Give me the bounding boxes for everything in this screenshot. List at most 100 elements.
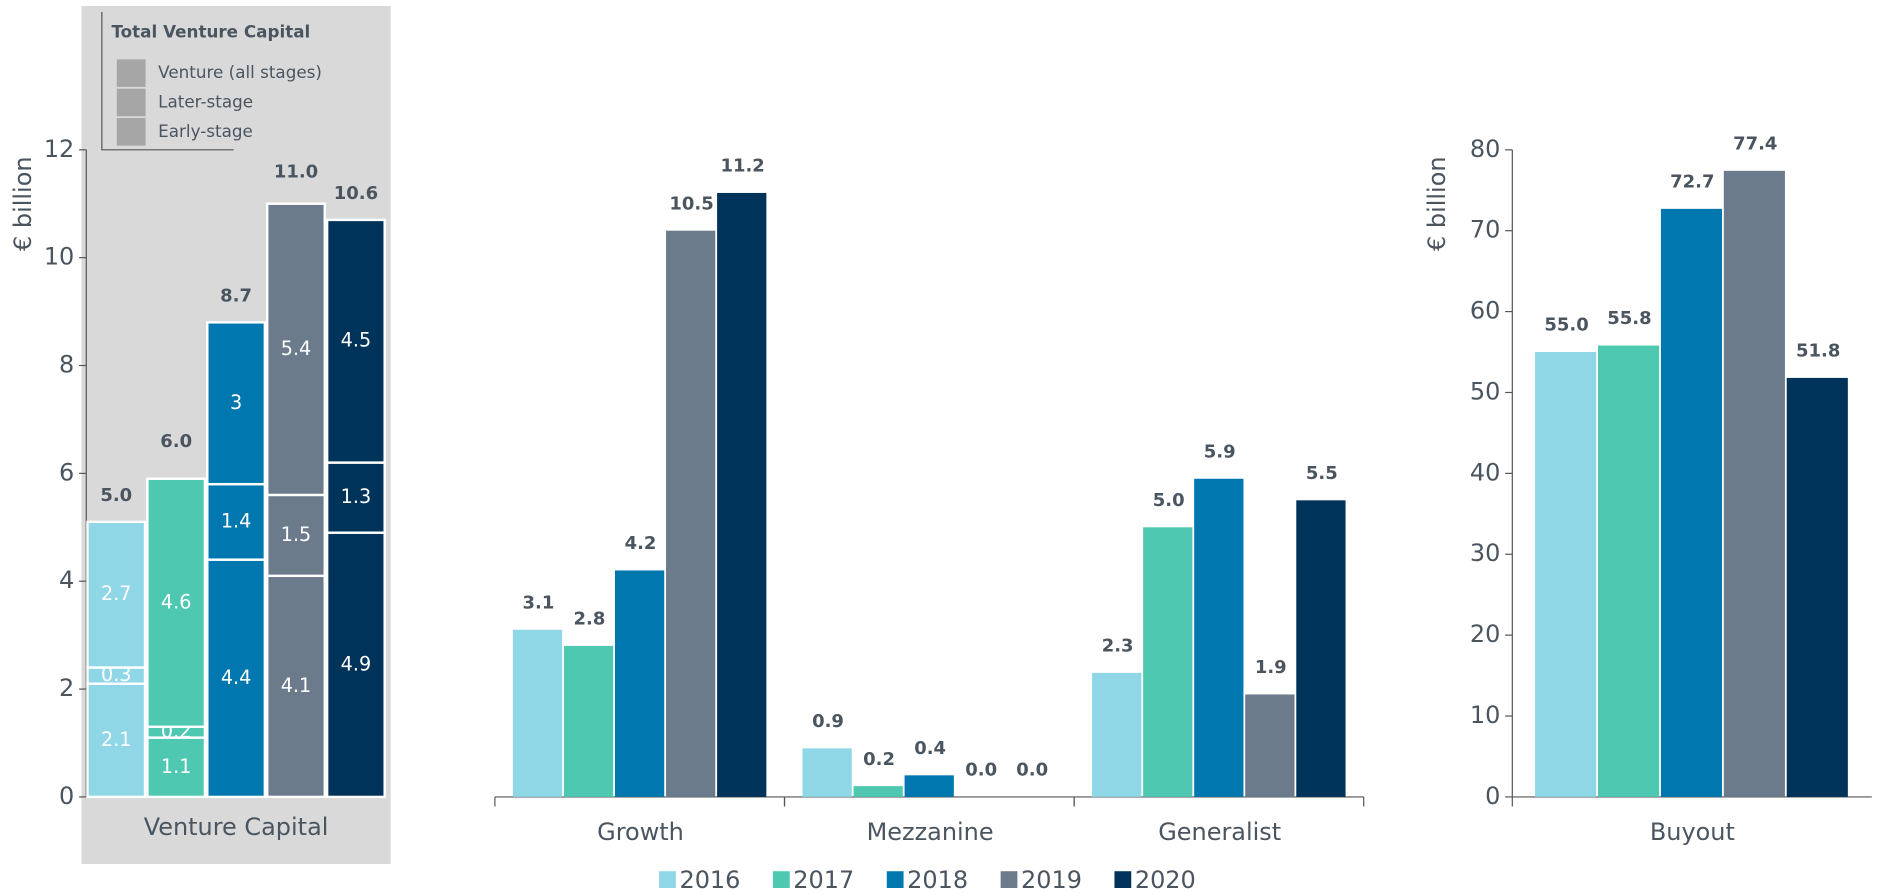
y-tick-label: 6 (59, 458, 74, 486)
value-label: 5.5 (1306, 463, 1338, 484)
legend-label: 2016 (679, 866, 740, 894)
segment-label: 1.4 (221, 509, 251, 532)
x-tick-label: Buyout (1650, 818, 1735, 846)
segment-label: 0.3 (101, 663, 131, 686)
value-label: 77.4 (1733, 133, 1777, 154)
legend-swatch (115, 87, 147, 118)
y-tick-label: 10 (1470, 701, 1500, 729)
x-tick-label: Generalist (1158, 818, 1281, 846)
value-label: 72.7 (1670, 171, 1714, 192)
segment-label: 4.9 (341, 652, 371, 675)
y-tick-label: 40 (1470, 458, 1500, 486)
bar (1660, 208, 1723, 797)
legend-label: Later-stage (158, 91, 253, 111)
y-axis-label: € billion (1423, 156, 1451, 251)
bar-segment (266, 202, 326, 497)
bar (1245, 694, 1295, 797)
segment-label: 4.4 (221, 666, 251, 689)
legend-swatch (115, 116, 147, 147)
legend-frame (101, 12, 234, 151)
bar-segment (206, 321, 267, 486)
bar-segment (266, 493, 326, 578)
bar (1597, 345, 1660, 797)
x-tick-label: Mezzanine (867, 818, 994, 846)
bar (614, 570, 665, 797)
y-tick-label: 50 (1470, 377, 1500, 405)
value-label: 1.9 (1255, 657, 1287, 678)
legend-label: 2018 (907, 866, 968, 894)
legend-swatch (1000, 871, 1018, 888)
segment-label: 1.3 (341, 485, 371, 508)
bar (1535, 352, 1597, 797)
y-tick-label: 0 (1485, 782, 1500, 810)
bar (1092, 672, 1142, 797)
bar (1786, 377, 1848, 797)
value-label: 5.0 (1153, 490, 1185, 511)
value-label: 0.0 (965, 760, 997, 781)
value-label: 3.1 (522, 592, 554, 613)
bar (1723, 170, 1785, 797)
segment-label: 2.7 (101, 582, 131, 605)
legend-label: 2020 (1135, 866, 1196, 894)
total-label: 8.7 (220, 286, 252, 307)
y-tick-label: 12 (44, 135, 74, 163)
bar-segment (206, 558, 267, 799)
y-tick-label: 60 (1470, 297, 1500, 325)
value-label: 2.3 (1102, 636, 1134, 657)
y-tick-label: 0 (59, 782, 74, 810)
legend-title: Total Venture Capital (111, 21, 310, 41)
value-label: 2.8 (574, 609, 606, 630)
y-tick-label: 4 (59, 566, 74, 594)
y-tick-label: 70 (1470, 216, 1500, 244)
bar (904, 775, 954, 797)
total-label: 10.6 (334, 183, 378, 204)
legend-label: Early-stage (158, 121, 253, 141)
value-label: 11.2 (720, 156, 764, 177)
y-tick-label: 80 (1470, 135, 1500, 163)
value-label: 4.2 (625, 533, 657, 554)
bar (717, 192, 767, 797)
segment-label: 3 (230, 391, 242, 414)
bar-segment (86, 682, 147, 799)
y-tick-label: 30 (1470, 539, 1500, 567)
value-label: 0.0 (1016, 760, 1048, 781)
y-axis-label: € billion (9, 156, 37, 251)
x-tick-label: Growth (597, 818, 684, 846)
value-label: 0.9 (812, 711, 844, 732)
bar (853, 786, 903, 797)
segment-label: 1.1 (161, 755, 191, 778)
segment-label: 4.5 (341, 329, 371, 352)
y-tick-label: 10 (44, 243, 74, 271)
bar (1194, 478, 1244, 797)
value-label: 55.0 (1544, 315, 1588, 336)
segment-label: 5.4 (281, 337, 311, 360)
bar (1296, 500, 1346, 797)
bar (512, 629, 563, 797)
value-label: 55.8 (1607, 308, 1651, 329)
segment-label: 4.6 (161, 590, 191, 613)
bar (563, 645, 614, 797)
legend-label: Venture (all stages) (158, 62, 322, 82)
legend-label: 2019 (1021, 866, 1082, 894)
segment-label: 2.1 (101, 728, 131, 751)
bar-segment (206, 482, 267, 561)
x-axis-label: Venture Capital (144, 813, 329, 841)
bar-segment (86, 520, 147, 669)
total-label: 5.0 (100, 485, 132, 506)
bar-segment (325, 218, 386, 464)
total-label: 11.0 (274, 162, 318, 183)
total-label: 6.0 (160, 431, 192, 452)
legend-swatch (659, 871, 676, 888)
segment-label: 1.5 (281, 523, 311, 546)
legend-swatch (115, 58, 147, 89)
value-label: 0.4 (914, 738, 946, 759)
value-label: 0.2 (863, 749, 895, 770)
legend-swatch (886, 871, 904, 888)
bar-segment (266, 574, 326, 799)
legend-swatch (772, 871, 790, 888)
bar (802, 748, 852, 797)
segment-label: 4.1 (281, 674, 311, 697)
y-tick-label: 8 (59, 351, 74, 379)
value-label: 5.9 (1204, 441, 1236, 462)
